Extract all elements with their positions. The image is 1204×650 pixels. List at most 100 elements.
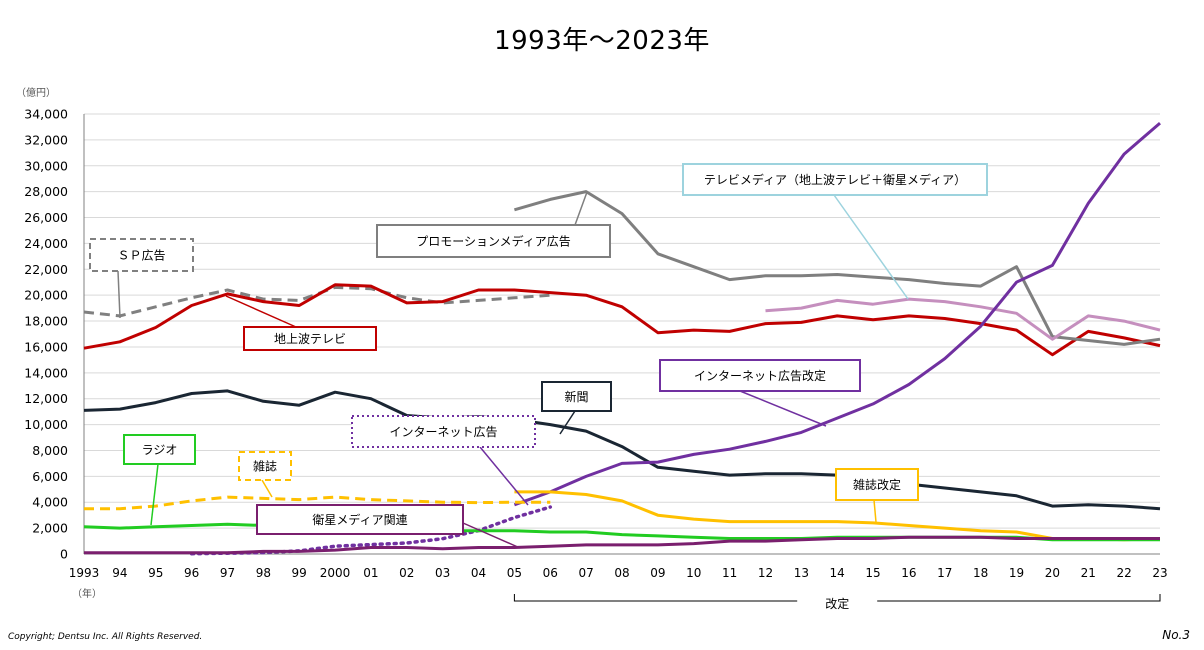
callout-leader-line [559,410,576,435]
x-tick-label: 14 [830,566,845,580]
x-tick-label: 11 [722,566,737,580]
y-tick-label: 28,000 [24,184,68,199]
x-tick-label: 96 [184,566,199,580]
series-line-インターネット広告 [189,505,553,556]
y-tick-label: 14,000 [24,365,68,380]
series-line-新聞 [83,389,1161,511]
callout-label: 衛星メディア関連 [312,512,407,527]
x-tick-label: 15 [865,566,880,580]
series-line-インターネット広告改定 [513,121,1161,507]
series-line-ＳＰ広告 [83,285,551,318]
callout-label: ＳＰ広告 [117,249,165,263]
y-tick-label: 20,000 [24,288,68,303]
callout-leader-line [479,446,529,506]
y-tick-label: 22,000 [24,262,68,277]
x-tick-label: 13 [794,566,809,580]
x-tick-label: 07 [578,566,593,580]
y-tick-label: 2,000 [32,521,68,536]
bracket-left [513,594,798,602]
callout-プロモーションメディア広告: プロモーションメディア広告 [376,191,611,258]
series-line-雑誌 [84,495,551,511]
callout-衛星メディア関連: 衛星メディア関連 [256,504,521,549]
x-tick-label: 94 [112,566,127,580]
callout-テレビメディア（地上波テレビ＋衛星メディア）: テレビメディア（地上波テレビ＋衛星メディア） [682,163,988,300]
series-line-プロモーションメディア広告 [513,190,1161,346]
series-lines [83,121,1161,556]
revision-bracket: 改定 [513,594,1161,611]
x-tick-label: 21 [1081,566,1096,580]
x-tick-label: 97 [220,566,235,580]
bracket-label: 改定 [825,596,849,611]
callout-box [659,359,861,392]
x-tick-label: 22 [1116,566,1131,580]
y-tick-label: 16,000 [24,339,68,354]
y-tick-label: 8,000 [32,443,68,458]
callout-box [541,381,612,412]
x-tick-label: 10 [686,566,701,580]
y-tick-label: 0 [60,547,68,562]
page-number: No.3 [1162,628,1190,642]
callout-インターネット広告: インターネット広告 [351,415,536,506]
copyright-text: Copyright; Dentsu Inc. All Rights Reserv… [8,632,203,642]
callout-leader-line [873,499,877,523]
axes: 0 2,000 4,000 6,000 8,000 10,000 12,000 14,000 1… [16,86,1168,600]
callout-leader-line [739,390,827,427]
series-line-地上波テレビ [83,283,1161,357]
callout-label: プロモーションメディア広告 [416,234,571,249]
callout-新聞: 新聞 [541,381,612,435]
y-tick-label: 24,000 [24,236,68,251]
callout-label: インターネット広告改定 [694,368,826,383]
y-axis-unit: （億円） [16,86,56,99]
callout-label: 雑誌 [253,459,277,474]
callout-box [682,163,988,196]
callout-box [238,451,292,481]
x-axis-unit: （年） [72,587,102,600]
callout-box [256,504,464,535]
callout-label: インターネット広告 [389,425,497,439]
callout-ＳＰ広告: ＳＰ広告 [89,238,194,319]
callout-地上波テレビ: 地上波テレビ [225,295,377,351]
callout-インターネット広告改定: インターネット広告改定 [659,359,861,427]
x-tick-label: 03 [435,566,450,580]
callout-box [123,434,196,465]
x-tick-label: 05 [507,566,522,580]
y-tick-label: 12,000 [24,391,68,406]
callout-label: 新聞 [564,389,588,404]
callout-box [243,326,377,351]
callout-leader-line [117,270,121,319]
callout-ラジオ: ラジオ [123,434,196,526]
x-tick-label: 23 [1152,566,1167,580]
x-tick-label: 01 [363,566,378,580]
x-tick-label: 1993 [69,566,100,580]
callout-label: テレビメディア（地上波テレビ＋衛星メディア） [704,172,966,187]
y-tick-label: 18,000 [24,314,68,329]
y-tick-label: 34,000 [24,107,68,122]
callout-leader-line [462,522,521,549]
callout-label: ラジオ [142,443,178,457]
x-tick-label: 18 [973,566,988,580]
x-tick-label: 2000 [320,566,351,580]
callout-leader-line [225,295,297,328]
callout-leader-line [261,479,273,498]
x-tick-label: 19 [1009,566,1024,580]
callout-box [89,238,194,272]
x-tick-label: 02 [399,566,414,580]
x-tick-label: 98 [256,566,271,580]
callout-雑誌改定: 雑誌改定 [835,468,919,523]
callout-leader-line [574,191,588,226]
x-tick-label: 99 [292,566,307,580]
x-tick-label: 95 [148,566,163,580]
x-tick-label: 17 [937,566,952,580]
x-tick-label: 04 [471,566,486,580]
x-tick-label: 06 [543,566,558,580]
y-tick-label: 32,000 [24,132,68,147]
y-tick-label: 4,000 [32,495,68,510]
y-tick-label: 26,000 [24,210,68,225]
x-tick-label: 09 [650,566,665,580]
callout-box [835,468,919,501]
y-tick-label: 6,000 [32,469,68,484]
series-line-テレビメディア（地上波テレビ＋衛星メディア） [765,297,1161,341]
x-tick-label: 16 [901,566,916,580]
